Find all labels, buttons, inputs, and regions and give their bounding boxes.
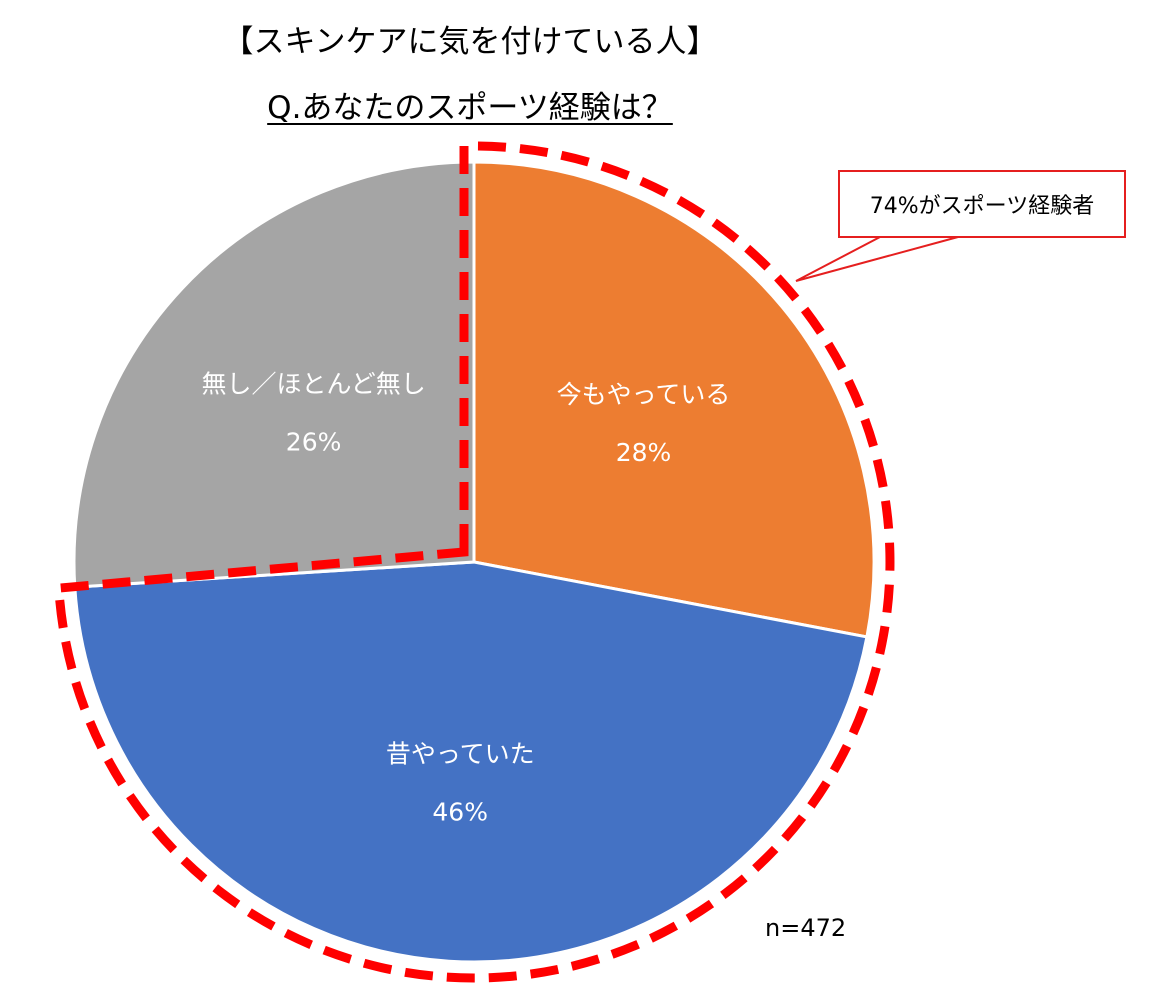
pie-labels: 今もやっている 28% 昔やっていた 46% 無し／ほとんど無し 26% (201, 369, 730, 826)
slice-category-label: 今もやっている (557, 380, 731, 409)
chart-title: 【スキンケアに気を付けている人】 (222, 24, 718, 60)
sample-size-label: n=472 (765, 914, 847, 942)
slice-value-label: 28% (616, 438, 672, 467)
callout-pointer (795, 236, 959, 282)
slice-value-label: 26% (286, 427, 342, 456)
slice-value-label: 46% (432, 798, 488, 827)
callout-box: 74%がスポーツ経験者 (838, 170, 1126, 238)
slice-category-label: 昔やっていた (386, 740, 535, 769)
slice-category-label: 無し／ほとんど無し (201, 369, 425, 398)
pie-slice-none (72, 160, 476, 589)
pie-slice-past (73, 560, 869, 964)
pie-slices (72, 160, 876, 964)
chart-question-text: Q.あなたのスポーツ経験は？ (267, 90, 673, 126)
chart-question: Q.あなたのスポーツ経験は？ (0, 88, 940, 128)
pie-slice-current (472, 160, 876, 639)
